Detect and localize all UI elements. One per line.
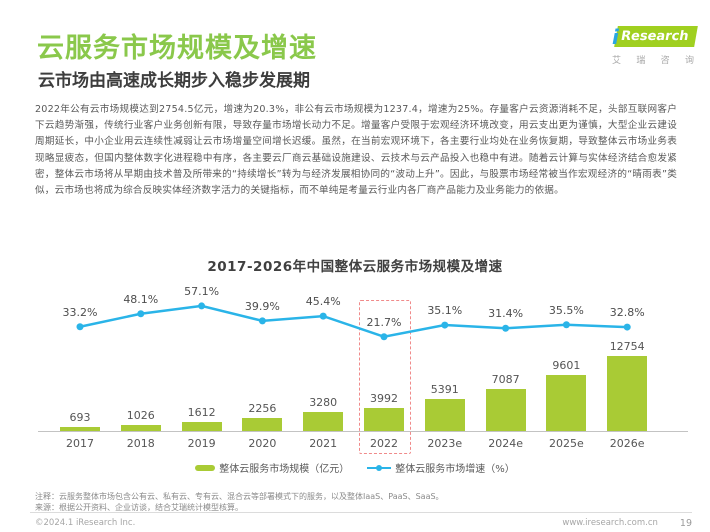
legend-item-market-size: 整体云服务市场规模（亿元） — [195, 460, 349, 475]
line-swatch-icon — [367, 464, 392, 472]
chart-legend: 整体云服务市场规模（亿元） 整体云服务市场增速（%） — [0, 460, 710, 475]
bar-value-label: 5391 — [430, 383, 459, 396]
website-text: www.iresearch.com.cn — [562, 518, 658, 528]
line-point — [623, 323, 631, 331]
bar-value-label: 693 — [69, 411, 91, 424]
iresearch-logo: i Research 艾瑞咨询 — [612, 25, 698, 66]
growth-rate-label: 57.1% — [184, 284, 220, 298]
page-footer: ©2024.1 iResearch Inc. www.iresearch.com… — [35, 516, 692, 530]
bar-value-label: 1026 — [126, 409, 155, 422]
bar-2017 — [60, 427, 100, 431]
page-title: 云服务市场规模及增速 — [37, 33, 317, 64]
growth-rate-label: 35.5% — [548, 303, 584, 317]
bar-swatch-icon — [195, 464, 216, 471]
growth-rate-label: 45.4% — [305, 295, 341, 309]
bar-value-label: 1612 — [187, 406, 216, 419]
bar-value-label: 2256 — [248, 402, 277, 415]
line-point — [502, 324, 510, 332]
bar-2021 — [303, 412, 344, 431]
x-axis-label: 2025e — [549, 437, 584, 450]
x-axis-label: 2022 — [370, 437, 398, 450]
bar-2026e — [607, 356, 648, 431]
logo-i-glyph: i — [612, 25, 619, 49]
x-axis-label: 2021 — [309, 437, 338, 450]
bar-value-label: 9601 — [552, 359, 581, 372]
market-size-growth-chart: 693 2017 1026 2018 1612 2019 2256 2020 3280 2021 3… — [0, 285, 710, 480]
growth-rate-label: 39.9% — [244, 299, 280, 313]
bar-2020 — [242, 418, 283, 431]
body-paragraph: 2022年公有云市场规模达到2754.5亿元，增速为20.3%，非公有云市场规模… — [35, 104, 677, 197]
copyright-text: ©2024.1 iResearch Inc. — [35, 518, 136, 528]
bar-value-label: 3280 — [309, 396, 338, 409]
logo-research-box: Research — [614, 26, 698, 47]
footnotes: 注释：云服务整体市场包含公有云、私有云、专有云、混合云等部署模式下的服务，以及整… — [35, 491, 685, 513]
logo-chinese-name: 艾瑞咨询 — [612, 56, 694, 66]
x-axis-line — [38, 431, 688, 432]
page-subtitle: 云市场由高速成长期步入稳步发展期 — [38, 71, 310, 91]
x-axis-label: 2018 — [126, 437, 155, 450]
footer-divider — [30, 512, 692, 513]
legend-item-growth-rate: 整体云服务市场增速（%） — [367, 460, 515, 475]
growth-rate-label: 21.7% — [366, 315, 402, 329]
line-point — [562, 321, 570, 329]
line-point — [137, 310, 145, 318]
growth-rate-label: 31.4% — [488, 307, 524, 321]
x-axis-label: 2023e — [427, 437, 463, 450]
x-axis-label: 2020 — [248, 437, 277, 450]
growth-rate-label: 32.8% — [609, 306, 645, 320]
bar-value-label: 7087 — [491, 373, 520, 386]
bar-2025e — [546, 375, 587, 431]
growth-line — [76, 302, 631, 341]
footnote-source: 来源：根据公开资料、企业访谈，结合艾瑞统计模型核算。 — [35, 503, 243, 512]
line-point — [319, 312, 327, 320]
chart-title: 2017-2026年中国整体云服务市场规模及增速 — [207, 259, 503, 275]
legend-label-market-size: 整体云服务市场规模（亿元） — [219, 464, 350, 475]
line-point — [76, 323, 84, 331]
bar-value-label: 3992 — [370, 392, 398, 405]
footnote-note: 注释：云服务整体市场包含公有云、私有云、专有云、混合云等部署模式下的服务，以及整… — [35, 492, 444, 501]
growth-rate-label: 33.2% — [62, 305, 98, 319]
x-axis-label: 2017 — [66, 437, 94, 450]
line-point — [258, 317, 266, 325]
bar-2019 — [181, 422, 222, 431]
bar-2024e — [485, 389, 526, 431]
growth-rate-label: 35.1% — [427, 304, 463, 318]
x-axis-label: 2026e — [609, 437, 645, 450]
line-point — [380, 333, 388, 341]
growth-rate-label: 48.1% — [123, 292, 159, 306]
legend-label-growth-rate: 整体云服务市场增速（%） — [395, 464, 515, 475]
bar-2018 — [120, 425, 161, 431]
line-point — [441, 321, 449, 329]
line-point — [198, 302, 206, 310]
bar-value-label: 12754 — [609, 340, 645, 353]
x-axis-label: 2024e — [488, 437, 523, 450]
bar-2023e — [424, 399, 465, 431]
x-axis-label: 2019 — [187, 437, 216, 450]
page-number: 19 — [679, 517, 692, 529]
highlight-box-2022 — [359, 300, 411, 454]
bar-2022 — [364, 408, 404, 431]
